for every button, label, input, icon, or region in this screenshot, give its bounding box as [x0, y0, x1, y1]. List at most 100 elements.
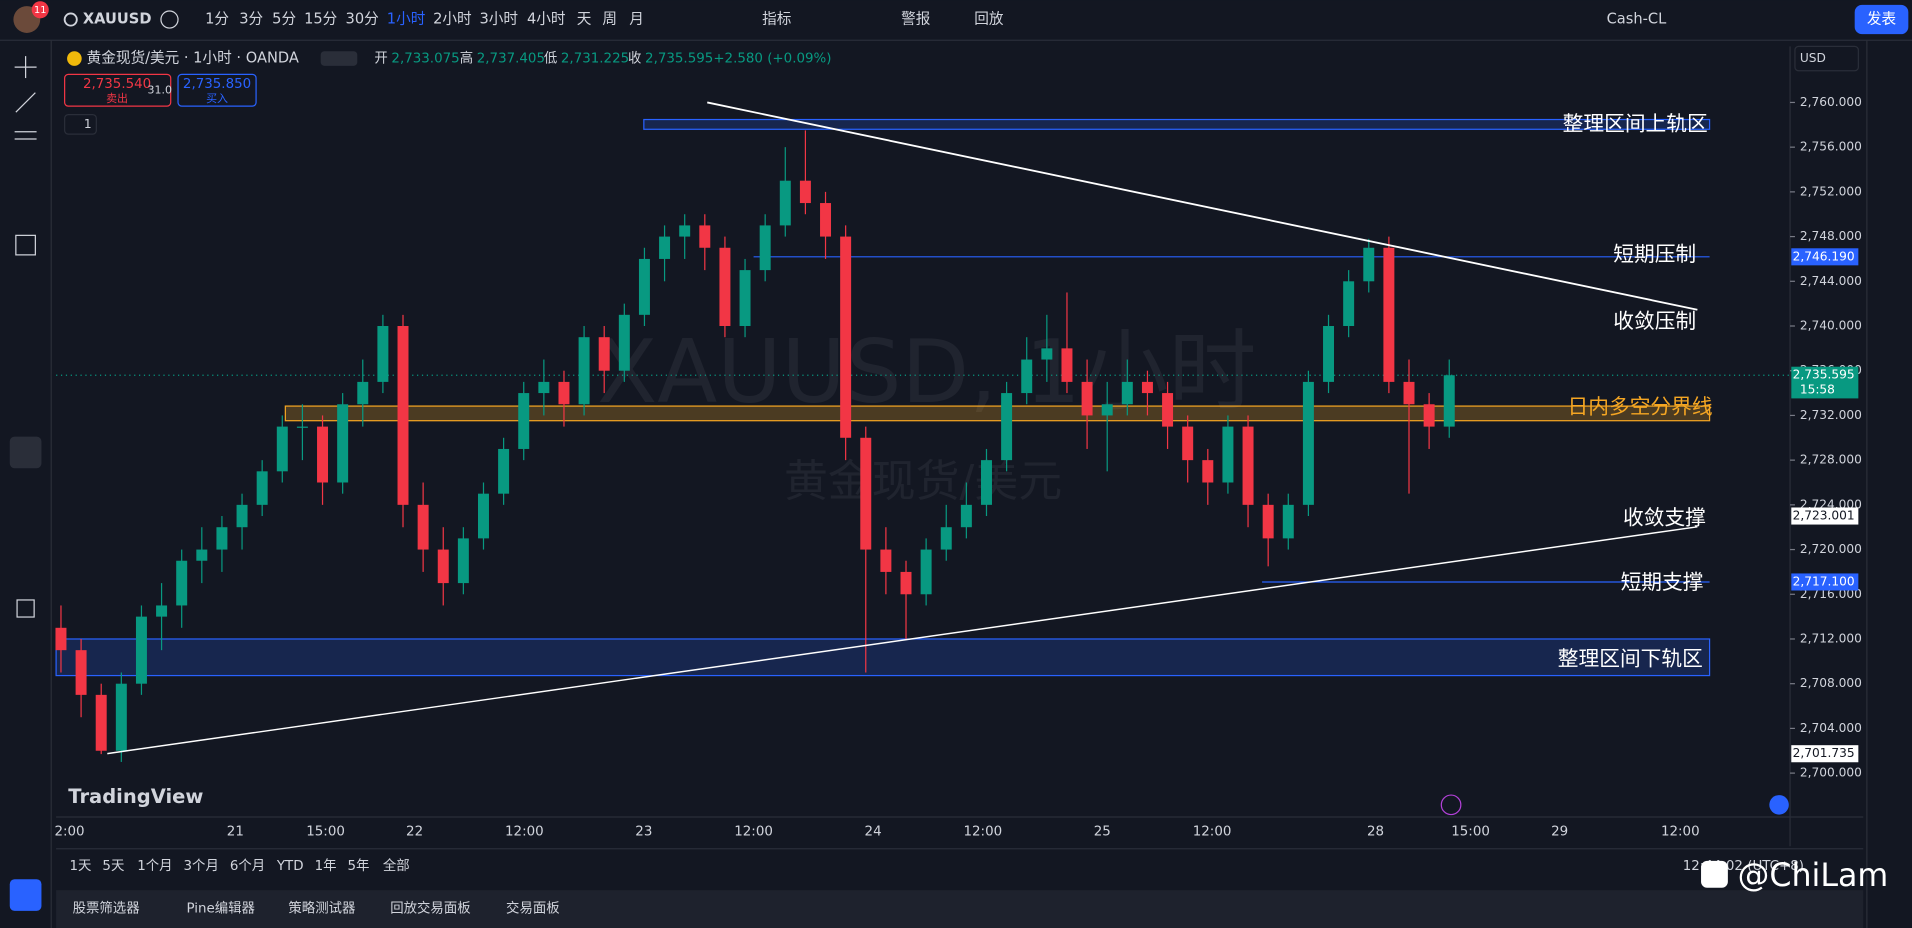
candle-body: [1182, 426, 1194, 461]
candle-body: [900, 571, 912, 595]
candle-body: [1403, 381, 1415, 405]
sell-box[interactable]: [64, 73, 172, 107]
timeframe[interactable]: 月: [629, 11, 644, 28]
y-tick-label: 2,760.000: [1800, 95, 1862, 109]
y-tick-label: 2,728.000: [1800, 453, 1862, 467]
collapse-box[interactable]: [64, 114, 97, 135]
symbol[interactable]: XAUUSD: [83, 11, 152, 28]
collapse[interactable]: 1: [84, 117, 92, 131]
candle-body: [357, 381, 369, 405]
timeframe[interactable]: 周: [602, 11, 617, 28]
panel-tab[interactable]: 回放交易面板: [390, 899, 470, 916]
price-tag-label: 2,735.595: [1793, 368, 1855, 382]
timeframe[interactable]: 30分: [346, 11, 380, 28]
x-tick-label: 25: [1094, 825, 1111, 840]
candle-body: [478, 493, 489, 539]
candle-body: [1141, 381, 1153, 394]
candle-body: [860, 437, 872, 550]
timeframe[interactable]: 3分: [239, 11, 263, 28]
candle-body: [1262, 504, 1274, 539]
range-button[interactable]: 全部: [383, 857, 410, 874]
timeframe[interactable]: 天: [577, 11, 592, 28]
sell-price[interactable]: 2,735.540: [83, 77, 151, 92]
timeframe[interactable]: 4小时: [527, 11, 566, 28]
candle-body: [276, 426, 288, 472]
annotation: 整理区间下轨区: [1558, 647, 1703, 671]
candle-body: [135, 616, 147, 684]
x-tick-label: 21: [227, 825, 244, 840]
candle-body: [1222, 426, 1234, 483]
legend-close: 2,735.595: [645, 52, 713, 67]
buy-box[interactable]: [177, 73, 257, 107]
timeframe[interactable]: 1小时: [387, 11, 426, 28]
indicators[interactable]: 指标: [762, 11, 791, 28]
sell-label[interactable]: 卖出: [106, 91, 128, 105]
candle-body: [55, 627, 67, 651]
y-tick-label: 2,712.000: [1800, 631, 1862, 645]
range-button[interactable]: 1个月: [137, 858, 172, 874]
trend-tool[interactable]: [15, 92, 36, 113]
panel-tab[interactable]: 策略测试器: [288, 899, 356, 916]
timeframe[interactable]: 15分: [304, 11, 338, 28]
candle-body: [659, 236, 671, 259]
candle-body: [1282, 504, 1294, 539]
y-tick-label: 2,708.000: [1800, 676, 1862, 690]
range-button[interactable]: 6个月: [230, 858, 265, 874]
x-tick-label: 2:00: [54, 825, 84, 840]
price-tag-label: 2,746.190: [1793, 249, 1855, 263]
buy-label[interactable]: 买入: [206, 92, 228, 105]
magnet-tool[interactable]: [9, 436, 42, 469]
candle-body: [638, 258, 650, 315]
trash-tool[interactable]: [16, 599, 35, 618]
candle-body: [1343, 281, 1355, 327]
replay[interactable]: 回放: [974, 11, 1004, 28]
lower-zone: [55, 638, 1711, 677]
x-tick-label: 15:00: [1451, 825, 1490, 840]
range-button[interactable]: 5天: [102, 859, 124, 874]
candle-body: [920, 549, 932, 595]
candle-body: [538, 381, 550, 394]
candle-body: [880, 549, 892, 572]
x-tick-label: 12:00: [734, 825, 773, 840]
range-button[interactable]: 3个月: [184, 858, 219, 874]
shape-tool[interactable]: [15, 234, 36, 256]
timeframe[interactable]: 5分: [272, 11, 296, 28]
range-button[interactable]: 1天: [70, 859, 92, 874]
panel-tab[interactable]: Pine编辑器: [186, 900, 255, 916]
timeframe[interactable]: 1分: [205, 11, 229, 28]
price-tag-timer: 15:58: [1800, 382, 1835, 396]
candle-body: [75, 650, 87, 695]
price-tag: [1791, 573, 1859, 591]
candle-body: [618, 314, 630, 371]
range-button[interactable]: 1年: [315, 858, 337, 874]
currency[interactable]: USD: [1800, 51, 1826, 65]
timeframe[interactable]: 2小时: [433, 11, 472, 28]
price-tag-label: 2,701.735: [1793, 746, 1855, 760]
panel-tab[interactable]: 交易面板: [506, 899, 560, 916]
candle-body: [1001, 393, 1013, 461]
panel-tab[interactable]: 股票筛选器: [73, 900, 141, 916]
star-button[interactable]: [9, 879, 42, 911]
y-tick-label: 2,732.000: [1800, 408, 1862, 422]
layout[interactable]: Cash-CL: [1607, 11, 1668, 28]
range-button[interactable]: YTD: [276, 859, 304, 874]
candle-body: [498, 448, 510, 494]
publish[interactable]: 发表: [1867, 11, 1897, 28]
candle-body: [457, 538, 469, 584]
publish-button[interactable]: [1854, 4, 1909, 35]
buy-price[interactable]: 2,735.850: [183, 77, 251, 92]
search-icon[interactable]: [63, 12, 78, 27]
candle-body: [115, 683, 127, 751]
y-tick-label: 2,740.000: [1800, 319, 1862, 333]
annotation: 日内多空分界线: [1568, 394, 1713, 418]
timeframe[interactable]: 3小时: [479, 11, 518, 28]
alerts[interactable]: 警报: [901, 11, 931, 28]
candle-body: [156, 605, 168, 617]
add-icon[interactable]: [160, 10, 179, 29]
range-button[interactable]: 5年: [348, 858, 370, 874]
trend-upper: [707, 101, 1698, 311]
x-tick-label: 28: [1367, 825, 1384, 840]
watermark: 黄金现货/美元: [784, 456, 1062, 507]
y-tick-label: 2,744.000: [1800, 274, 1862, 288]
currency-box[interactable]: [1794, 45, 1859, 72]
